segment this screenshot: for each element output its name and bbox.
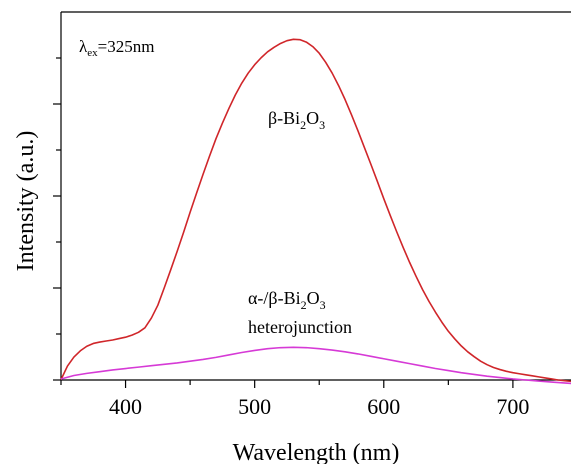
heterojunction-series-label-line2: heterojunction — [248, 317, 352, 337]
beta-series-label: β-Bi2O3 — [268, 108, 325, 132]
x-axis-title: Wavelength (nm) — [233, 440, 400, 464]
beta-label-part-b: O — [306, 108, 319, 128]
x-tick-label: 700 — [496, 394, 529, 419]
excitation-annotation: λex=325nm — [79, 37, 154, 59]
beta-label-sub-2: 3 — [319, 118, 325, 132]
heterojunction-series-line — [60, 346, 571, 385]
beta-label-part-a: β-Bi — [268, 108, 300, 128]
y-axis-title: Intensity (a.u.) — [13, 131, 39, 272]
excitation-value: =325nm — [98, 37, 155, 56]
axes: 400 500 600 700 — [53, 11, 571, 419]
x-ticks: 400 500 600 700 — [60, 380, 529, 419]
x-tick-label: 600 — [367, 394, 400, 419]
lambda-symbol: λ — [79, 37, 88, 56]
x-tick-label: 500 — [238, 394, 271, 419]
hetero-label-part-a: α-/β-Bi — [248, 288, 301, 308]
beta-bi2o3-series-line — [60, 38, 571, 383]
heterojunction-series-label: α-/β-Bi2O3 — [248, 288, 326, 312]
lambda-subscript: ex — [87, 47, 98, 59]
hetero-label-part-b: O — [307, 288, 320, 308]
series-layer — [60, 38, 571, 385]
hetero-label-sub-1: 2 — [301, 298, 307, 312]
hetero-label-sub-2: 3 — [320, 298, 326, 312]
y-ticks — [53, 57, 61, 381]
beta-label-sub-1: 2 — [300, 118, 306, 132]
x-tick-label: 400 — [109, 394, 142, 419]
